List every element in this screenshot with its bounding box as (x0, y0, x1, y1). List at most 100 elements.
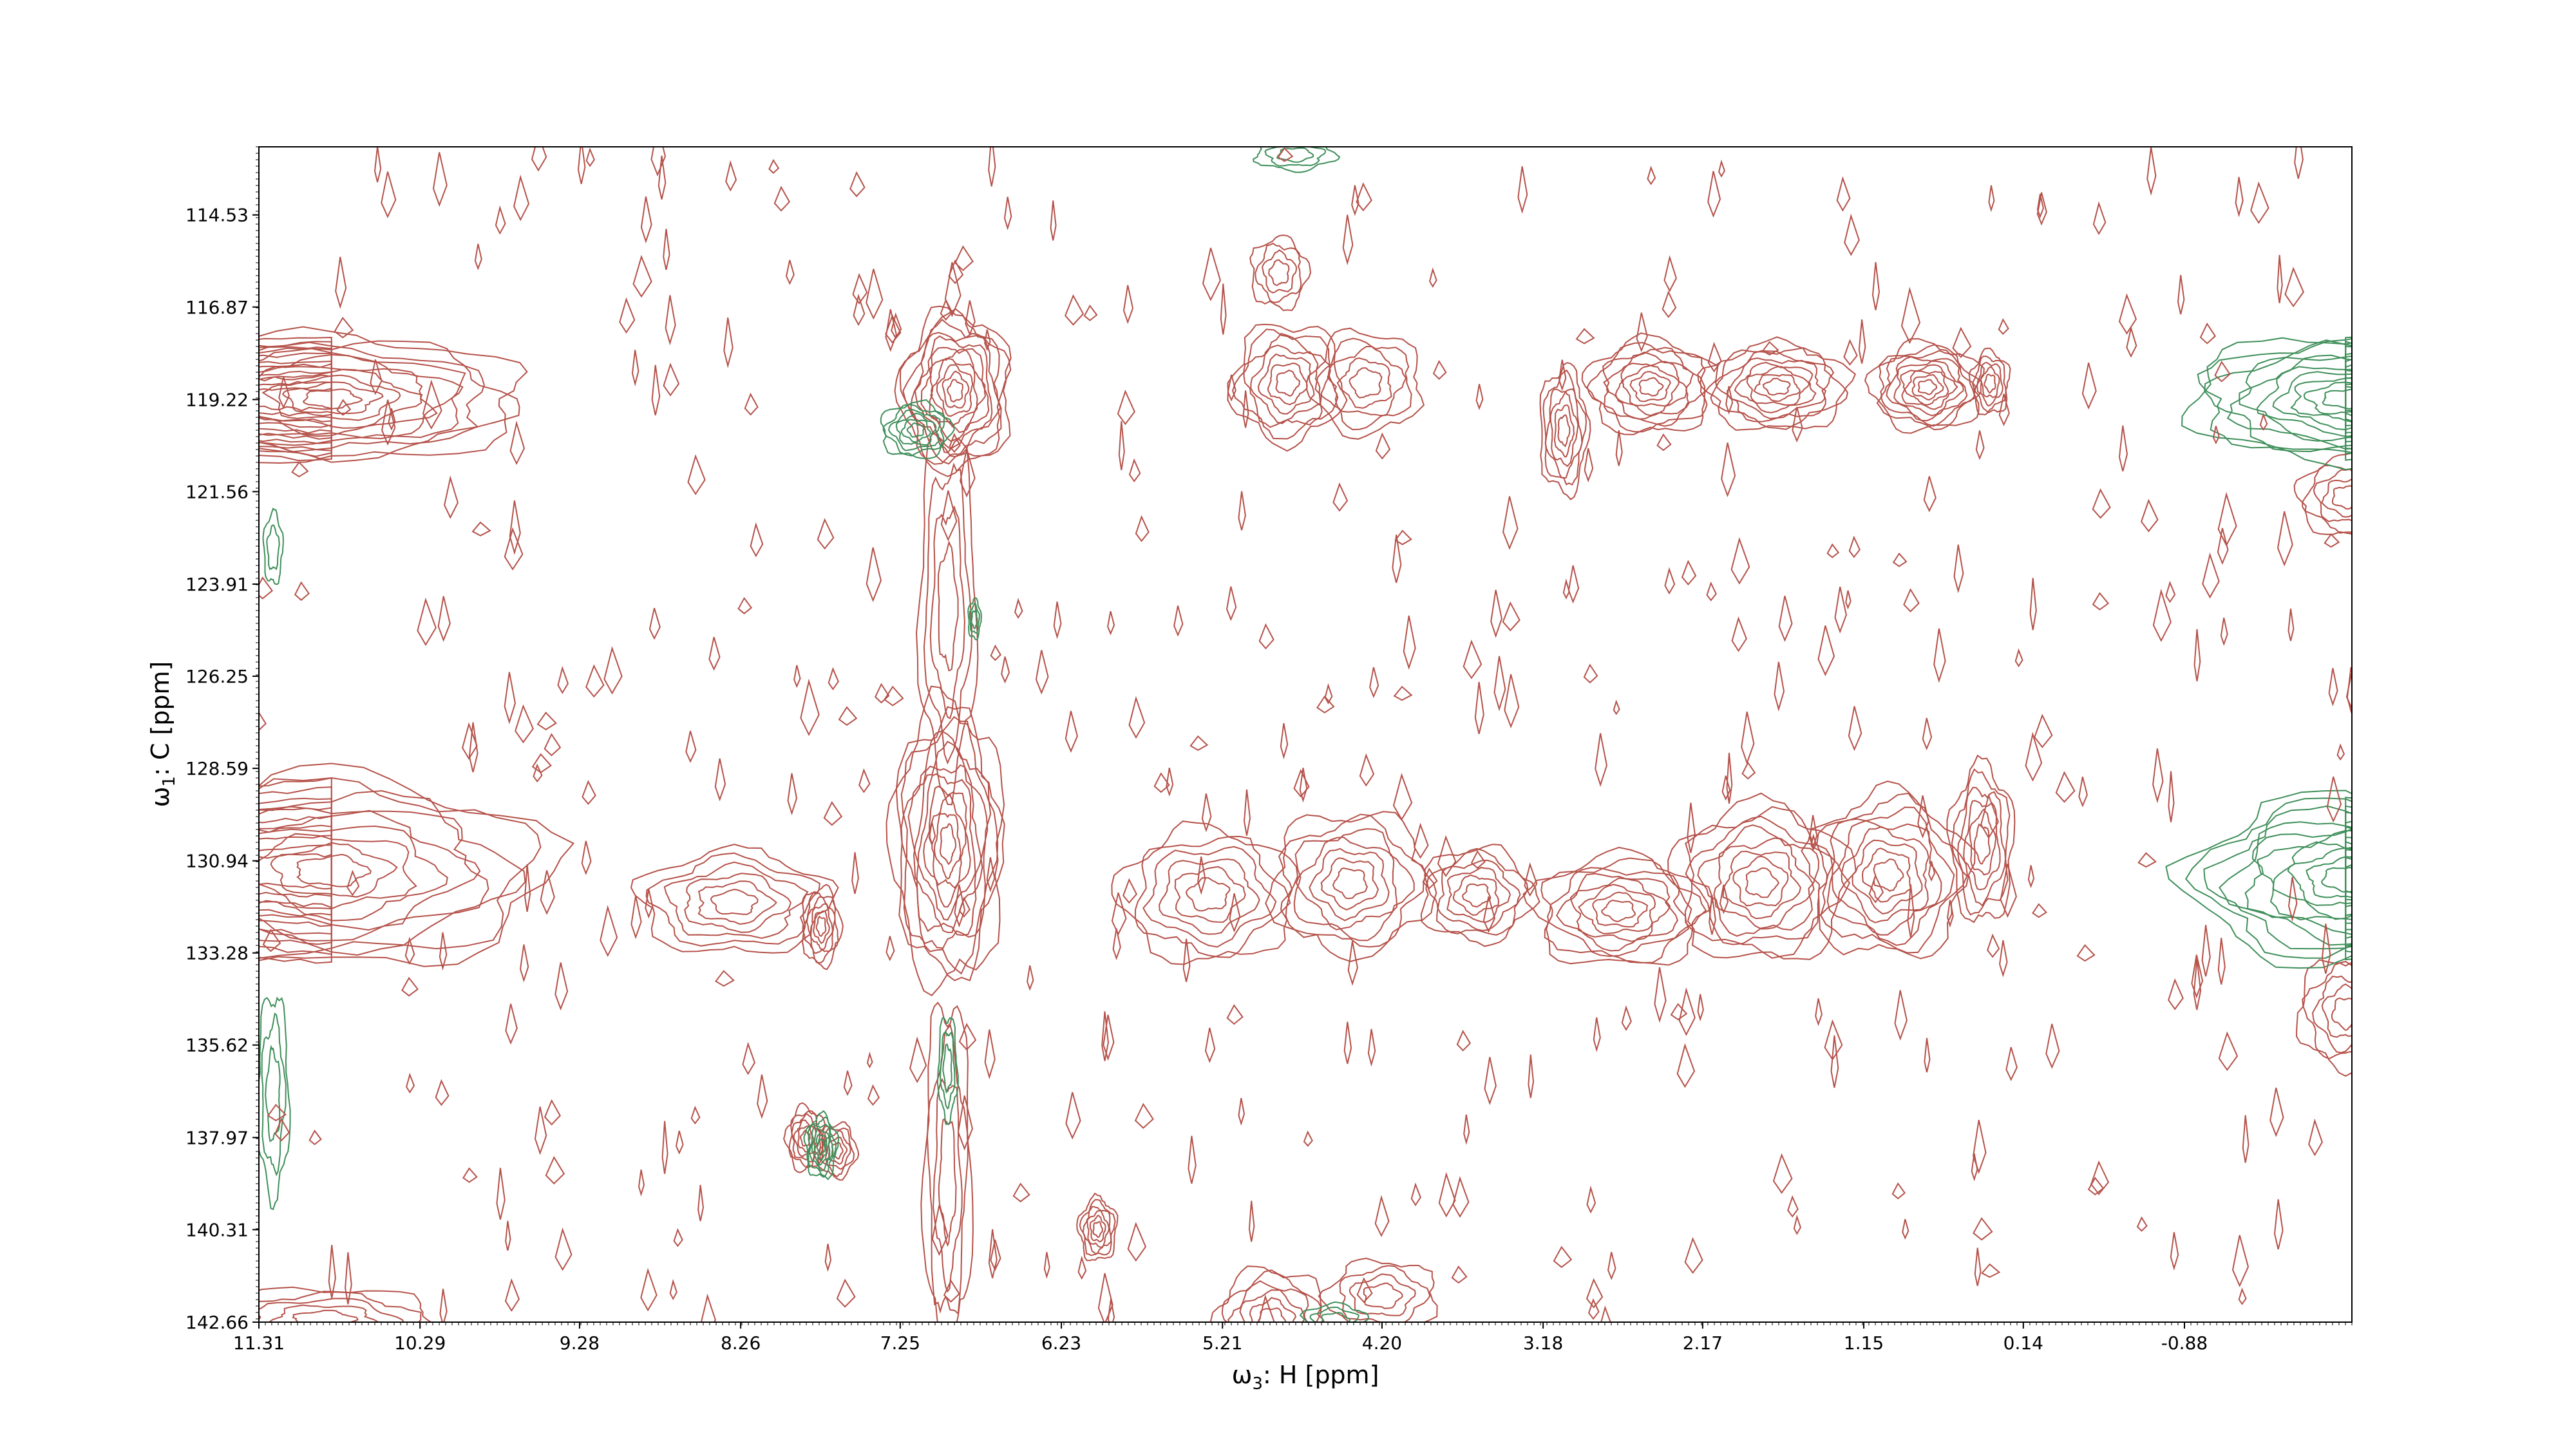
positive-contour-line (1185, 876, 1231, 912)
noise-contour-line (958, 896, 971, 918)
negative-contour-line (2226, 355, 2352, 450)
noise-contour-line (1707, 171, 1721, 218)
noise-contour-line (504, 527, 524, 571)
noise-contour-line (1227, 374, 1236, 402)
noise-contour-line (2273, 1199, 2284, 1250)
positive-peak-15 (802, 884, 844, 971)
noise-contour-line (1134, 1103, 1154, 1129)
positive-contour-line (1973, 823, 1991, 865)
negative-contour-line (2257, 829, 2352, 921)
positive-ridge-line (259, 387, 332, 412)
negative-peak-3 (803, 1110, 840, 1180)
negative-contour-line (2256, 366, 2352, 437)
noise-contour-line (374, 147, 382, 183)
noise-contour-line (949, 433, 961, 453)
noise-contour-line (1871, 261, 1880, 310)
noise-contour-line (2287, 608, 2295, 641)
positive-contour-line (1305, 327, 1425, 440)
negative-contour-line (1299, 1301, 1370, 1322)
noise-contour-line (1065, 710, 1078, 753)
noise-contour-line (650, 147, 667, 177)
noise-contour-line (2005, 1046, 2018, 1081)
positive-contour-line (1861, 848, 1912, 903)
noise-contour-line (785, 260, 795, 285)
noise-contour-line (2220, 617, 2228, 647)
noise-contour-line (495, 205, 506, 235)
noise-contour-line (1403, 615, 1416, 670)
noise-contour-line (585, 664, 605, 698)
positive-peak-7 (1305, 327, 1425, 440)
x-tick-label: 1.15 (1844, 1332, 1884, 1354)
noise-contours (259, 147, 2352, 1322)
positive-contour-line (259, 354, 464, 440)
y-tick-label: 123.91 (185, 574, 249, 595)
noise-contour-line (1553, 1245, 1573, 1268)
positive-contour-line (1592, 891, 1649, 928)
positive-contour-line (259, 1298, 404, 1322)
noise-contour-line (984, 1029, 996, 1080)
noise-contour-line (1484, 1057, 1497, 1106)
noise-contour-line (1135, 515, 1150, 542)
noise-contour-line (2235, 176, 2244, 218)
noise-contour-line (471, 521, 491, 536)
negative-contour-line (942, 1043, 952, 1094)
noise-contour-line (1907, 884, 1915, 938)
positive-contour-line (1250, 345, 1321, 424)
noise-contour-line (2294, 147, 2304, 179)
noise-contour-line (2250, 181, 2269, 224)
positive-peak-27 (259, 1286, 433, 1322)
minor-ticks (256, 146, 2353, 1325)
noise-contour-line (1917, 795, 1929, 839)
positive-peak-22 (1946, 754, 2016, 923)
noise-contour-line (335, 256, 347, 309)
positive-contour-line (259, 825, 448, 922)
x-tick-label: 8.26 (721, 1332, 761, 1354)
noise-contour-line (2092, 592, 2110, 611)
x-tick-label: 6.23 (1041, 1332, 1081, 1354)
positive-contour-line (1174, 866, 1246, 923)
positive-contour-line (259, 762, 575, 967)
noise-contour-line (1817, 625, 1835, 676)
noise-contour-line (1369, 667, 1379, 698)
positive-contour-line (1089, 1215, 1106, 1243)
negative-contour-line (2181, 337, 2352, 471)
noise-contour-line (1584, 448, 1594, 483)
positive-contour-line (1581, 332, 1719, 435)
negative-contour-line (262, 507, 284, 585)
noise-contour-line (1502, 601, 1520, 632)
noise-contour-line (723, 317, 734, 368)
noise-contour-line (2027, 865, 2035, 889)
noise-contour-line (852, 272, 868, 305)
noise-contour-line (988, 1229, 998, 1278)
noise-contour-line (504, 1278, 520, 1312)
positive-contour-line (817, 1121, 860, 1181)
noise-contour-line (2078, 776, 2088, 808)
positive-contour-line (1542, 369, 1587, 486)
noise-contour-line (990, 644, 1001, 661)
positive-contour-line (1249, 234, 1312, 312)
noise-contour-line (1927, 860, 1936, 882)
x-tick-label: 2.17 (1683, 1332, 1723, 1354)
positive-contour-line (1601, 899, 1636, 922)
noise-contour-line (858, 768, 871, 793)
noise-contour-line (1834, 586, 1847, 634)
noise-contour-line (1238, 491, 1246, 531)
noise-contour-line (1351, 185, 1359, 216)
positive-contour-line (1746, 366, 1810, 406)
positive-contour-line (259, 833, 417, 910)
positive-contour-line (1876, 344, 1982, 431)
noise-contour-line (2321, 923, 2331, 974)
noise-contour-line (1343, 1021, 1352, 1065)
noise-contour-line (1204, 1027, 1216, 1063)
positive-contour-line (259, 1291, 422, 1322)
negative-contour-line (2306, 856, 2352, 898)
noise-contour-line (1663, 255, 1677, 292)
positive-contour-line (684, 873, 791, 933)
noise-contour-line (1600, 1305, 1611, 1322)
positive-contour-line (292, 1309, 359, 1322)
noise-contour-line (1975, 430, 1985, 460)
noise-contour-line (336, 399, 352, 416)
noise-contour-line (1636, 312, 1648, 352)
noise-contour-line (1774, 661, 1785, 712)
noise-contour-line (1367, 1028, 1376, 1067)
